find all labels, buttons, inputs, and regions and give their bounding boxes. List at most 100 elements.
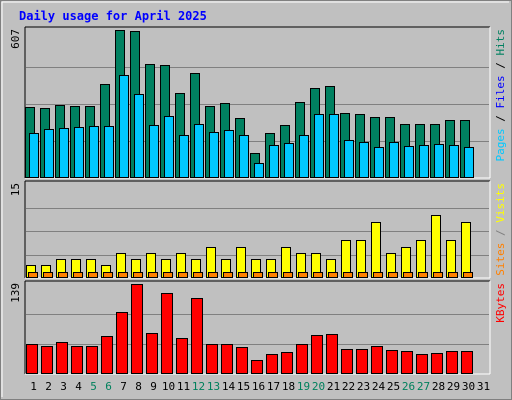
bar-sites-day-4 (73, 272, 83, 278)
bar-pages-day-15 (239, 135, 249, 178)
bar-kbytes-day-11 (176, 338, 188, 374)
x-tick-label-day-11: 11 (177, 380, 190, 393)
x-tick-label-day-22: 22 (342, 380, 355, 393)
bar-visits-day-29 (446, 240, 456, 278)
x-tick-label-day-28: 28 (432, 380, 445, 393)
legend-visits-sites: Sites / Visits (494, 183, 507, 276)
legend-item: / (494, 223, 507, 243)
x-tick-label-day-7: 7 (120, 380, 127, 393)
bar-pages-day-2 (44, 129, 54, 178)
bar-visits-day-24 (371, 222, 381, 278)
bar-pages-day-6 (104, 126, 114, 178)
legend-item: KBytes (494, 283, 507, 323)
x-tick-label-day-14: 14 (222, 380, 236, 393)
x-tick-label-day-4: 4 (75, 380, 82, 393)
bar-sites-day-2 (43, 272, 53, 278)
bar-pages-day-13 (209, 132, 219, 178)
bar-visits-day-30 (461, 222, 471, 278)
bar-kbytes-day-14 (221, 344, 233, 374)
bar-sites-day-11 (178, 272, 188, 278)
x-tick-label-day-12: 12 (192, 380, 205, 393)
bar-kbytes-day-2 (41, 346, 53, 374)
bar-kbytes-day-20 (311, 335, 323, 374)
panel-hits-files-pages: 607 Pages / Files / Hits (9, 26, 507, 179)
bar-kbytes-day-18 (281, 352, 293, 374)
x-tick-label-day-17: 17 (267, 380, 280, 393)
bar-sites-day-16 (253, 272, 263, 278)
bar-sites-day-8 (133, 272, 143, 278)
bar-sites-day-10 (163, 272, 173, 278)
legend-item: Files (494, 75, 507, 108)
x-tick-label-day-3: 3 (60, 380, 67, 393)
bar-sites-day-18 (283, 272, 293, 278)
bar-sites-day-1 (28, 272, 38, 278)
x-tick-label-day-24: 24 (372, 380, 386, 393)
legend-separator: / (494, 56, 507, 76)
bar-kbytes-day-1 (26, 344, 38, 374)
x-tick-label-day-21: 21 (327, 380, 340, 393)
x-tick-label-day-2: 2 (45, 380, 52, 393)
bar-kbytes-day-28 (431, 353, 443, 374)
bar-kbytes-day-16 (251, 360, 263, 374)
bar-pages-day-18 (284, 143, 294, 178)
y-max-label: 139 (9, 283, 22, 303)
bar-sites-day-27 (418, 272, 428, 278)
panel-kbytes: 139 KBytes (9, 280, 507, 375)
bar-kbytes-day-30 (461, 351, 473, 374)
x-tick-label-day-18: 18 (282, 380, 295, 393)
bar-pages-day-17 (269, 145, 279, 178)
legend-item: Hits (494, 29, 507, 56)
bar-kbytes-day-19 (296, 344, 308, 374)
bar-pages-day-26 (404, 146, 414, 178)
bar-sites-day-22 (343, 272, 353, 278)
x-axis-day-labels: 1 2 3 4 5 6 7 8 9 10 11 12 13 14 15 16 17 18 19 20 21 22 23 24 2… (30, 380, 490, 393)
x-tick-label-day-31: 31 (477, 380, 490, 393)
legend-separator: / (494, 109, 507, 129)
bar-kbytes-day-10 (161, 293, 173, 374)
bar-kbytes-day-6 (101, 336, 113, 374)
bar-sites-day-9 (148, 272, 158, 278)
bar-sites-day-15 (238, 272, 248, 278)
legend-item: Sites (494, 243, 507, 276)
bar-pages-day-25 (389, 142, 399, 178)
x-tick-label-day-1: 1 (30, 380, 37, 393)
bar-sites-day-25 (388, 272, 398, 278)
x-tick-label-day-9: 9 (150, 380, 157, 393)
bar-pages-day-5 (89, 126, 99, 178)
bar-pages-day-27 (419, 145, 429, 178)
bar-sites-day-30 (463, 272, 473, 278)
bar-pages-day-7 (119, 75, 129, 178)
bar-pages-day-16 (254, 163, 264, 178)
bar-visits-day-22 (341, 240, 351, 278)
bar-pages-day-12 (194, 124, 204, 178)
bar-pages-day-21 (329, 114, 339, 178)
legend-item: Pages (494, 128, 507, 161)
x-tick-label-day-10: 10 (162, 380, 175, 393)
bar-pages-day-3 (59, 128, 69, 178)
bar-sites-day-14 (223, 272, 233, 278)
bar-visits-day-23 (356, 240, 366, 278)
bar-pages-day-8 (134, 94, 144, 178)
bar-pages-day-11 (179, 135, 189, 178)
bar-pages-day-9 (149, 125, 159, 178)
bar-kbytes-day-12 (191, 298, 203, 374)
bar-kbytes-day-22 (341, 349, 353, 374)
bar-kbytes-day-15 (236, 347, 248, 374)
bar-sites-day-20 (313, 272, 323, 278)
x-tick-label-day-26: 26 (402, 380, 415, 393)
bar-pages-day-14 (224, 130, 234, 178)
legend-hits-files-pages: Pages / Files / Hits (494, 29, 507, 162)
bar-kbytes-day-5 (86, 346, 98, 374)
bar-sites-day-3 (58, 272, 68, 278)
bar-kbytes-day-26 (401, 351, 413, 374)
bar-kbytes-day-24 (371, 346, 383, 374)
bar-pages-day-10 (164, 116, 174, 178)
bar-sites-day-28 (433, 272, 443, 278)
series-pages (29, 75, 474, 178)
bar-visits-day-27 (416, 240, 426, 278)
bar-kbytes-day-13 (206, 344, 218, 374)
bar-kbytes-day-29 (446, 351, 458, 374)
bar-sites-day-24 (373, 272, 383, 278)
panel-visits-sites: 15 Sites / Visits (9, 180, 507, 279)
